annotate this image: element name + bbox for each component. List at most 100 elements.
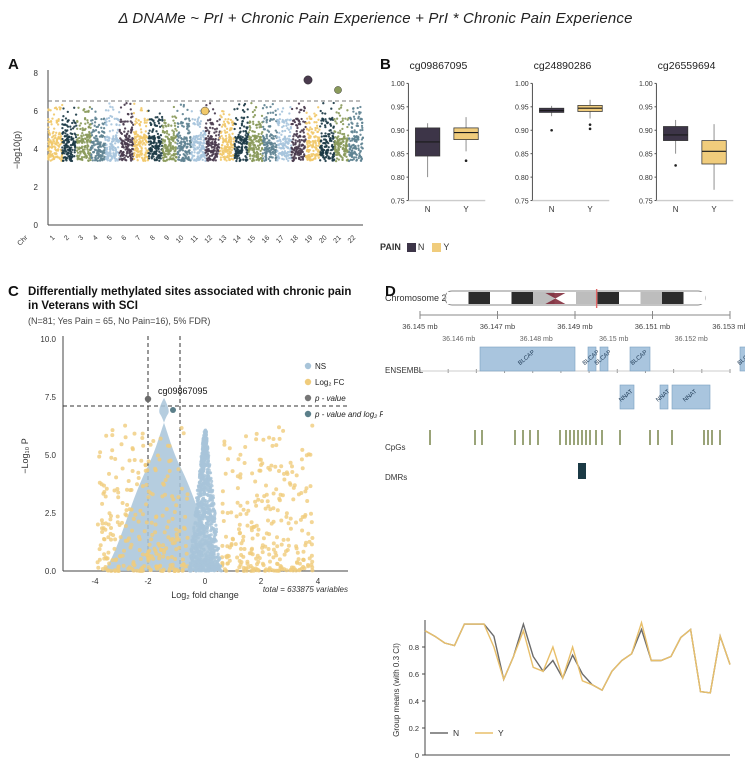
svg-text:36.151 mb: 36.151 mb: [635, 322, 670, 331]
line-chart-legend: N Y: [430, 728, 504, 738]
pain-legend-item-N: N: [407, 242, 425, 252]
legend-label-y: Y: [498, 728, 504, 738]
svg-text:8: 8: [149, 234, 157, 242]
manhattan-hit-chr7: [201, 107, 209, 115]
svg-text:7: 7: [135, 234, 143, 242]
svg-text:36.152 mb: 36.152 mb: [675, 336, 708, 343]
svg-text:16: 16: [261, 234, 272, 245]
svg-text:21: 21: [332, 234, 343, 245]
svg-text:22: 22: [347, 234, 358, 245]
svg-text:1.00: 1.00: [515, 81, 529, 88]
svg-text:36.146 mb: 36.146 mb: [442, 336, 475, 343]
svg-text:0.85: 0.85: [639, 152, 653, 159]
svg-text:36.145 mb: 36.145 mb: [402, 322, 437, 331]
svg-text:0: 0: [415, 751, 419, 760]
line-series-y[interactable]: [425, 623, 730, 693]
svg-text:0.6: 0.6: [409, 670, 419, 679]
svg-text:36.15 mb: 36.15 mb: [599, 336, 628, 343]
svg-text:15: 15: [247, 234, 258, 245]
manhattan-ylabel: −log10(p): [12, 131, 22, 169]
svg-text:4: 4: [92, 234, 100, 242]
boxplot-svg-cg24890286: 0.75 0.80 0.85 0.90 0.95 1.00 N Y: [504, 74, 621, 224]
pain-legend-item-Y: Y: [432, 242, 449, 252]
panel-c-label: C: [8, 283, 19, 300]
chromosome-ideogram: [445, 289, 705, 308]
volcano-footer: total = 633875 variables: [263, 585, 348, 594]
panel-c-volcano: C Differentially methylated sites associ…: [8, 285, 383, 615]
svg-text:6: 6: [120, 234, 128, 242]
svg-text:0.8: 0.8: [409, 643, 419, 652]
svg-text:0.90: 0.90: [391, 128, 405, 135]
svg-text:7.5: 7.5: [45, 393, 57, 402]
svg-text:5: 5: [106, 234, 114, 242]
svg-text:0.0: 0.0: [45, 567, 57, 576]
panel-b-label: B: [380, 56, 391, 73]
volcano-subtitle: (N=81; Yes Pain = 65, No Pain=16), 5% FD…: [28, 316, 383, 326]
svg-text:N: N: [425, 205, 431, 214]
svg-text:N: N: [673, 205, 679, 214]
svg-text:p - value and log₂ FC: p - value and log₂ FC: [314, 410, 383, 419]
svg-text:9: 9: [163, 234, 171, 242]
dmr-track: [578, 463, 586, 479]
panel-a-manhattan: A 0 2 4 6 8 −log10(p) 1 2 3 4 5 6 7 8 9 10 11 12 13 1…: [8, 60, 373, 255]
dmr-region[interactable]: [578, 463, 586, 479]
svg-text:2: 2: [63, 234, 71, 242]
svg-text:Y: Y: [587, 205, 593, 214]
line-chart-yticks: 0 0.2 0.4 0.6 0.8: [409, 643, 425, 760]
boxplot-cell-cg24890286: cg24890286 0.75 0.80 0.85 0.90 0.95 1.00 N Y: [504, 60, 621, 255]
svg-text:36.149 mb: 36.149 mb: [557, 322, 592, 331]
svg-text:Y: Y: [712, 205, 718, 214]
svg-text:2: 2: [34, 183, 39, 192]
svg-text:11: 11: [190, 234, 200, 244]
svg-text:0.80: 0.80: [391, 175, 405, 182]
volcano-annotated-point[interactable]: [145, 396, 151, 402]
svg-text:0.75: 0.75: [391, 198, 405, 205]
svg-text:0.90: 0.90: [515, 128, 529, 135]
svg-text:N: N: [549, 205, 555, 214]
volcano-title-line2: in Veterans with SCI: [28, 299, 383, 313]
boxplot-box-cg26559694-Y[interactable]: [702, 141, 726, 164]
svg-text:0: 0: [34, 221, 39, 230]
svg-text:4: 4: [34, 145, 39, 154]
panel-d-genome-browser: D Chromosome 20 36.145 mb 36.147 mb 36.149…: [385, 285, 745, 615]
legend-label-n: N: [453, 728, 459, 738]
boxplot-box-cg26559694-N[interactable]: [664, 127, 688, 141]
svg-text:-4: -4: [91, 577, 99, 586]
manhattan-hit-chr18: [304, 76, 312, 84]
svg-text:1.00: 1.00: [391, 81, 405, 88]
manhattan-plot-svg: 0 2 4 6 8 −log10(p) 1 2 3 4 5 6 7 8 9 10 11 12 13 14 1…: [8, 60, 373, 255]
boxplot-title-cg24890286: cg24890286: [504, 60, 621, 72]
svg-text:NS: NS: [315, 362, 326, 371]
svg-text:0.4: 0.4: [409, 697, 419, 706]
boxplot-box-cg09867095-Y[interactable]: [454, 128, 478, 140]
svg-text:0.95: 0.95: [639, 105, 653, 112]
svg-text:0.85: 0.85: [391, 152, 405, 159]
boxplot-cell-cg09867095: cg09867095 0.75 0.80 0.85 0.90 0.95 1.00 N Y: [380, 60, 497, 255]
volcano-plot-svg: cg09867095 -4 -2 0 2 4 0.0 2.5 5.0 7.5 1…: [8, 326, 383, 606]
boxplot-title-cg09867095: cg09867095: [380, 60, 497, 72]
svg-text:0.95: 0.95: [515, 105, 529, 112]
volcano-legend: NSLog₂ FCp - valuep - value and log₂ FC: [305, 362, 383, 419]
boxplot-grid: cg09867095 0.75 0.80 0.85 0.90 0.95 1.00 N Ycg24…: [380, 60, 745, 255]
svg-text:19: 19: [304, 234, 315, 245]
svg-text:10: 10: [175, 234, 186, 245]
svg-text:10.0: 10.0: [40, 335, 56, 344]
svg-text:8: 8: [34, 69, 39, 78]
boxplot-svg-cg26559694: 0.75 0.80 0.85 0.90 0.95 1.00 N Y: [628, 74, 745, 224]
cpg-track: [430, 430, 720, 445]
page-title: Δ DNAMe ~ PrI + Chronic Pain Experience …: [0, 0, 751, 33]
volcano-xlabel: Log₂ fold change: [171, 590, 239, 600]
svg-text:1: 1: [49, 234, 57, 242]
boxplot-svg-cg09867095: 0.750.800.850.900.951.00N Y: [380, 74, 497, 224]
pain-legend: PAIN NY: [380, 242, 457, 252]
svg-text:Y: Y: [463, 205, 469, 214]
cpg-track-label: CpGs: [385, 443, 405, 452]
svg-text:14: 14: [232, 234, 243, 245]
volcano-secondary-point[interactable]: [170, 407, 176, 413]
svg-text:-2: -2: [144, 577, 152, 586]
svg-text:0.75: 0.75: [515, 198, 529, 205]
volcano-point-label: cg09867095: [158, 386, 208, 396]
svg-text:0.80: 0.80: [515, 175, 529, 182]
panel-a-label: A: [8, 56, 19, 73]
manhattan-hit-chr22: [334, 86, 341, 93]
